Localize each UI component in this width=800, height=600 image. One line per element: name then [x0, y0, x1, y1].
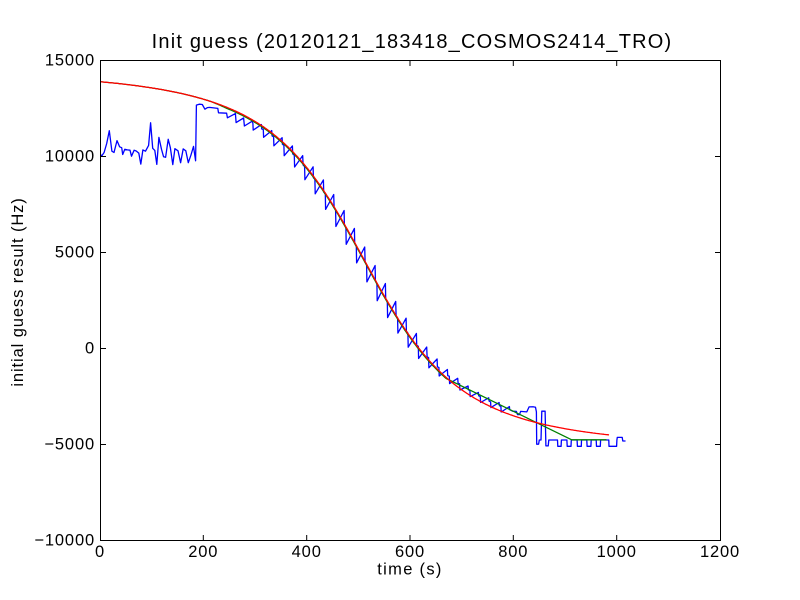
svg-text:time (s): time (s)	[377, 561, 442, 579]
svg-text:0: 0	[85, 340, 95, 358]
svg-text:Init guess (20120121_183418_CO: Init guess (20120121_183418_COSMOS2414_T…	[152, 31, 673, 53]
svg-text:10000: 10000	[45, 148, 95, 166]
svg-text:−10000: −10000	[34, 532, 95, 550]
svg-text:400: 400	[292, 543, 322, 561]
svg-text:1000: 1000	[597, 543, 637, 561]
svg-text:5000: 5000	[55, 244, 95, 262]
svg-text:−5000: −5000	[44, 436, 95, 454]
svg-text:600: 600	[395, 543, 425, 561]
svg-text:200: 200	[188, 543, 218, 561]
svg-text:15000: 15000	[45, 52, 95, 70]
svg-text:800: 800	[498, 543, 528, 561]
svg-text:0: 0	[95, 543, 105, 561]
svg-text:initial guess result (Hz): initial guess result (Hz)	[9, 197, 27, 386]
svg-text:1200: 1200	[700, 543, 740, 561]
